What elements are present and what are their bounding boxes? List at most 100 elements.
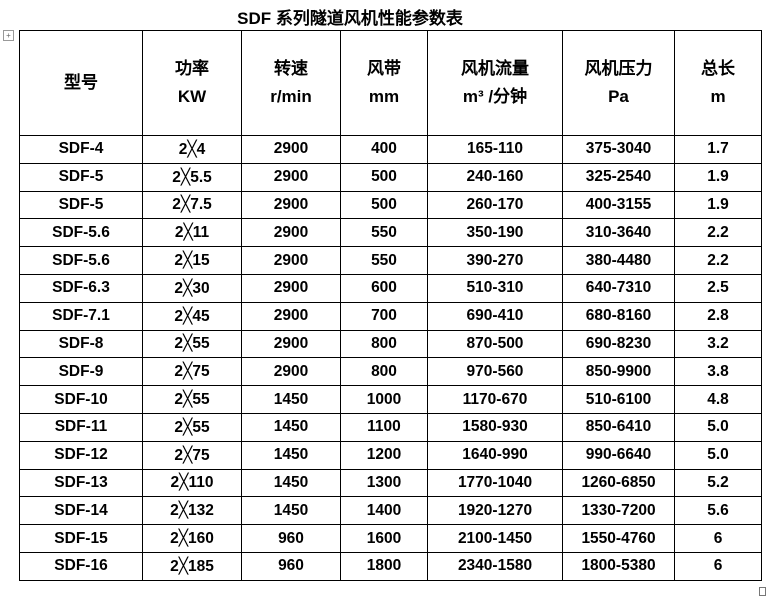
table-cell: 4.8 xyxy=(674,385,762,414)
table-cell: 3.8 xyxy=(674,357,762,387)
table-cell: 690-410 xyxy=(427,301,563,331)
table-cell: 1550-4760 xyxy=(562,524,675,553)
column-header-unit: mm xyxy=(368,87,400,106)
table-cell: 1600 xyxy=(340,524,428,553)
table-cell: 1170-670 xyxy=(427,385,563,414)
column-header-unit: Pa xyxy=(608,87,629,106)
table-row: SDF-6.3 2╳30 2900 600 510-310 640-7310 2.5 xyxy=(19,273,762,303)
table-cell: 2900 xyxy=(241,190,341,220)
column-header: 功率 KW xyxy=(142,30,242,136)
table-cell: 2╳30 xyxy=(142,273,242,303)
table-row: SDF-5 2╳7.5 2900 500 260-170 400-3155 1.9 xyxy=(19,190,762,220)
table-cell: 2900 xyxy=(241,301,341,331)
table-cell: 400-3155 xyxy=(562,190,675,220)
table-cell: 6 xyxy=(674,551,762,581)
table-cell: 960 xyxy=(241,551,341,581)
column-header-name: 型号 xyxy=(64,73,98,92)
header-row: 型号 功率 KW 转速 r/min 风带 mm 风机流量 m³ /分钟 风机压力 Pa 总长 m xyxy=(19,30,762,136)
table-cell: 2╳11 xyxy=(142,218,242,248)
table-cell: 5.0 xyxy=(674,440,762,470)
table-cell: 680-8160 xyxy=(562,301,675,331)
table-cell: 1.9 xyxy=(674,162,762,192)
table-cell: 2╳4 xyxy=(142,135,242,164)
table-cell: 2╳55 xyxy=(142,412,242,442)
table-cell: 1260-6850 xyxy=(562,468,675,498)
column-header-unit: m³ /分钟 xyxy=(462,87,528,106)
table-cell: 1770-1040 xyxy=(427,468,563,498)
table-cell: 2╳75 xyxy=(142,357,242,387)
table-cell: 1450 xyxy=(241,496,341,526)
table-cell: 390-270 xyxy=(427,246,563,275)
table-cell: 700 xyxy=(340,301,428,331)
table-cell: 2╳45 xyxy=(142,301,242,331)
table-cell: 2╳110 xyxy=(142,468,242,498)
table-cell: 350-190 xyxy=(427,218,563,248)
table-cell: 240-160 xyxy=(427,162,563,192)
column-header: 风带 mm xyxy=(340,30,428,136)
table-row: SDF-7.1 2╳45 2900 700 690-410 680-8160 2.8 xyxy=(19,301,762,331)
table-cell: SDF-5 xyxy=(19,162,143,192)
table-cell: 550 xyxy=(340,246,428,275)
table-cell: SDF-7.1 xyxy=(19,301,143,331)
table-cell: 800 xyxy=(340,329,428,359)
table-cell: 2900 xyxy=(241,135,341,164)
table-cell: 2900 xyxy=(241,357,341,387)
table-cell: 1450 xyxy=(241,440,341,470)
table-cell: 2╳75 xyxy=(142,440,242,470)
table-row: SDF-5.6 2╳11 2900 550 350-190 310-3640 2.2 xyxy=(19,218,762,248)
table-cell: 850-6410 xyxy=(562,412,675,442)
table-cell: SDF-15 xyxy=(19,524,143,553)
table-cell: 2340-1580 xyxy=(427,551,563,581)
column-header-name: 功率 xyxy=(175,59,209,78)
table-cell: SDF-5 xyxy=(19,190,143,220)
table-row: SDF-12 2╳75 1450 1200 1640-990 990-6640 5.0 xyxy=(19,440,762,470)
table-cell: SDF-5.6 xyxy=(19,218,143,248)
table-row: SDF-4 2╳4 2900 400 165-110 375-3040 1.7 xyxy=(19,135,762,164)
column-header: 型号 xyxy=(19,30,143,136)
table-cell: 2╳55 xyxy=(142,385,242,414)
table-cell: SDF-14 xyxy=(19,496,143,526)
table-move-handle-icon[interactable]: + xyxy=(3,30,14,41)
table-cell: 1200 xyxy=(340,440,428,470)
table-cell: 500 xyxy=(340,162,428,192)
table-cell: SDF-11 xyxy=(19,412,143,442)
table-cell: SDF-13 xyxy=(19,468,143,498)
table-cell: 1300 xyxy=(340,468,428,498)
column-header-unit: r/min xyxy=(270,87,312,106)
table-cell: 400 xyxy=(340,135,428,164)
table-cell: 2╳55 xyxy=(142,329,242,359)
column-header-name: 风带 xyxy=(367,59,401,78)
table-row: SDF-14 2╳132 1450 1400 1920-1270 1330-7200 5.6 xyxy=(19,496,762,526)
document-title: SDF 系列隧道风机性能参数表 xyxy=(237,9,463,28)
table-cell: 5.0 xyxy=(674,412,762,442)
table-cell: 690-8230 xyxy=(562,329,675,359)
column-header: 风机压力 Pa xyxy=(562,30,675,136)
table-cell: 2900 xyxy=(241,162,341,192)
column-header-name: 转速 xyxy=(274,59,308,78)
table-cell: SDF-6.3 xyxy=(19,273,143,303)
table-row: SDF-8 2╳55 2900 800 870-500 690-8230 3.2 xyxy=(19,329,762,359)
table-cell: 310-3640 xyxy=(562,218,675,248)
column-header-unit: m xyxy=(710,87,726,106)
table-cell: 1450 xyxy=(241,468,341,498)
table-cell: 600 xyxy=(340,273,428,303)
table-cell: 850-9900 xyxy=(562,357,675,387)
table-cell: 2╳132 xyxy=(142,496,242,526)
table-row: SDF-9 2╳75 2900 800 970-560 850-9900 3.8 xyxy=(19,357,762,387)
table-cell: 960 xyxy=(241,524,341,553)
table-cell: 510-310 xyxy=(427,273,563,303)
table-row: SDF-11 2╳55 1450 1100 1580-930 850-6410 5.0 xyxy=(19,412,762,442)
column-header-name: 总长 xyxy=(701,59,735,78)
table-cell: SDF-8 xyxy=(19,329,143,359)
table-row: SDF-13 2╳110 1450 1300 1770-1040 1260-6850 5.2 xyxy=(19,468,762,498)
table-cell: 2900 xyxy=(241,246,341,275)
table-cell: 1100 xyxy=(340,412,428,442)
table-cell: 165-110 xyxy=(427,135,563,164)
table-cell: 2900 xyxy=(241,329,341,359)
table-cell: 2900 xyxy=(241,273,341,303)
table-cell: 3.2 xyxy=(674,329,762,359)
table-cell: 2.2 xyxy=(674,218,762,248)
table-cell: 260-170 xyxy=(427,190,563,220)
table-cell: 2.2 xyxy=(674,246,762,275)
table-cell: 6 xyxy=(674,524,762,553)
